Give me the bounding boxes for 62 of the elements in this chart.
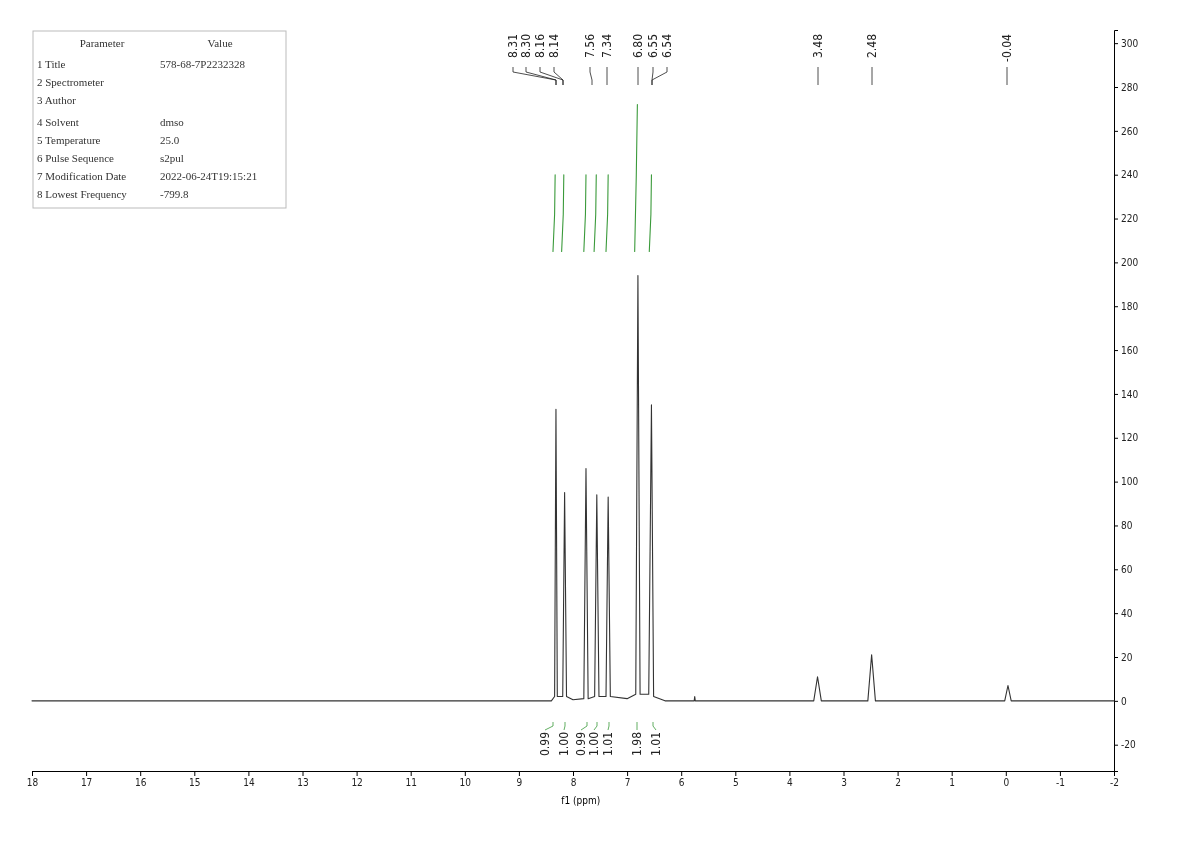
annotation: 0.99	[574, 731, 588, 757]
annotation: 2 Spectrometer	[37, 76, 105, 89]
y-tick-label: 140	[1121, 388, 1139, 400]
y-tick-label: 160	[1121, 344, 1139, 356]
x-tick-label: 15	[189, 777, 201, 789]
x-tick-label: 14	[243, 777, 255, 789]
x-tick-label: 12	[351, 777, 363, 789]
annotation: 1.00	[557, 731, 571, 757]
x-tick-label: 5	[732, 777, 739, 789]
annotation: 3 Author	[37, 94, 77, 107]
x-tick-label: 1	[949, 777, 956, 789]
y-tick-label: 80	[1121, 520, 1133, 532]
line-series	[31, 274, 1115, 702]
annotation: 1.01	[601, 732, 615, 757]
annotation: 8.14	[547, 33, 561, 59]
x-tick-label: 6	[678, 777, 685, 789]
x-tick-label: 18	[26, 777, 39, 789]
annotation: 2.48	[865, 33, 879, 59]
y-tick-label: 180	[1121, 300, 1139, 312]
annotation: 8.31	[506, 34, 520, 59]
x-tick-label: 2	[895, 777, 901, 789]
annotation: 1.01	[649, 732, 663, 757]
annotation: 0.99	[538, 731, 552, 757]
y-tick-label: 280	[1121, 81, 1139, 93]
x-tick-label: 3	[841, 777, 847, 789]
x-tick-label: 10	[459, 777, 472, 789]
parameter-table: Parameter Value 1 Title 578-68-7P2232328 2 Spectrometer 3 Author 4 Solvent dmso 5 Temperature 25.0 6 Pulse Sequence s2pul 7 Modification Date 2022-06-24T19:15:21 8 Lowest Frequency -799.8	[32, 30, 287, 209]
x-tick-label: 4	[787, 777, 794, 789]
x-tick-label: 9	[516, 777, 523, 789]
y-tick-label: 240	[1121, 169, 1139, 181]
y-tick-label: 100	[1121, 476, 1139, 488]
x-tick-label: -1	[1055, 777, 1065, 789]
annotation: 8.30	[519, 33, 533, 59]
y-tick-label: -20	[1121, 739, 1136, 751]
x-tick-label: 0	[1003, 777, 1010, 789]
y-tick-label: 60	[1121, 564, 1133, 576]
x-tick-label: -2	[1110, 777, 1119, 789]
x-tick-label: 7	[624, 777, 631, 789]
annotation: 3.48	[811, 33, 825, 59]
annotation: 6.55	[646, 34, 660, 59]
annotation: 1.98	[630, 731, 644, 757]
annotation: -0.04	[1000, 33, 1014, 62]
y-tick-label: 260	[1121, 125, 1139, 137]
y-tick-label: 220	[1121, 213, 1139, 225]
annotation: 1.00	[587, 731, 601, 757]
y-tick-label: 200	[1121, 257, 1139, 269]
x-tick-label: 13	[297, 777, 309, 789]
x-tick-label: 16	[134, 777, 147, 789]
annotation: 6.54	[660, 33, 674, 59]
y-tick-label: 120	[1121, 432, 1139, 444]
annotation: 7.56	[583, 33, 597, 59]
y-tick-label: 0	[1121, 695, 1127, 707]
x-tick-label: 8	[570, 777, 577, 789]
x-axis-title: f1 (ppm)	[561, 795, 601, 806]
x-tick-label: 11	[405, 777, 417, 789]
annotation: 7.34	[600, 33, 614, 59]
y-tick-label: 20	[1121, 651, 1133, 663]
annotation: 8.16	[533, 33, 547, 59]
x-tick-label: 17	[80, 777, 93, 789]
y-tick-label: 40	[1121, 607, 1133, 619]
y-tick-label: 300	[1121, 37, 1139, 49]
annotation: 6.80	[631, 33, 645, 59]
